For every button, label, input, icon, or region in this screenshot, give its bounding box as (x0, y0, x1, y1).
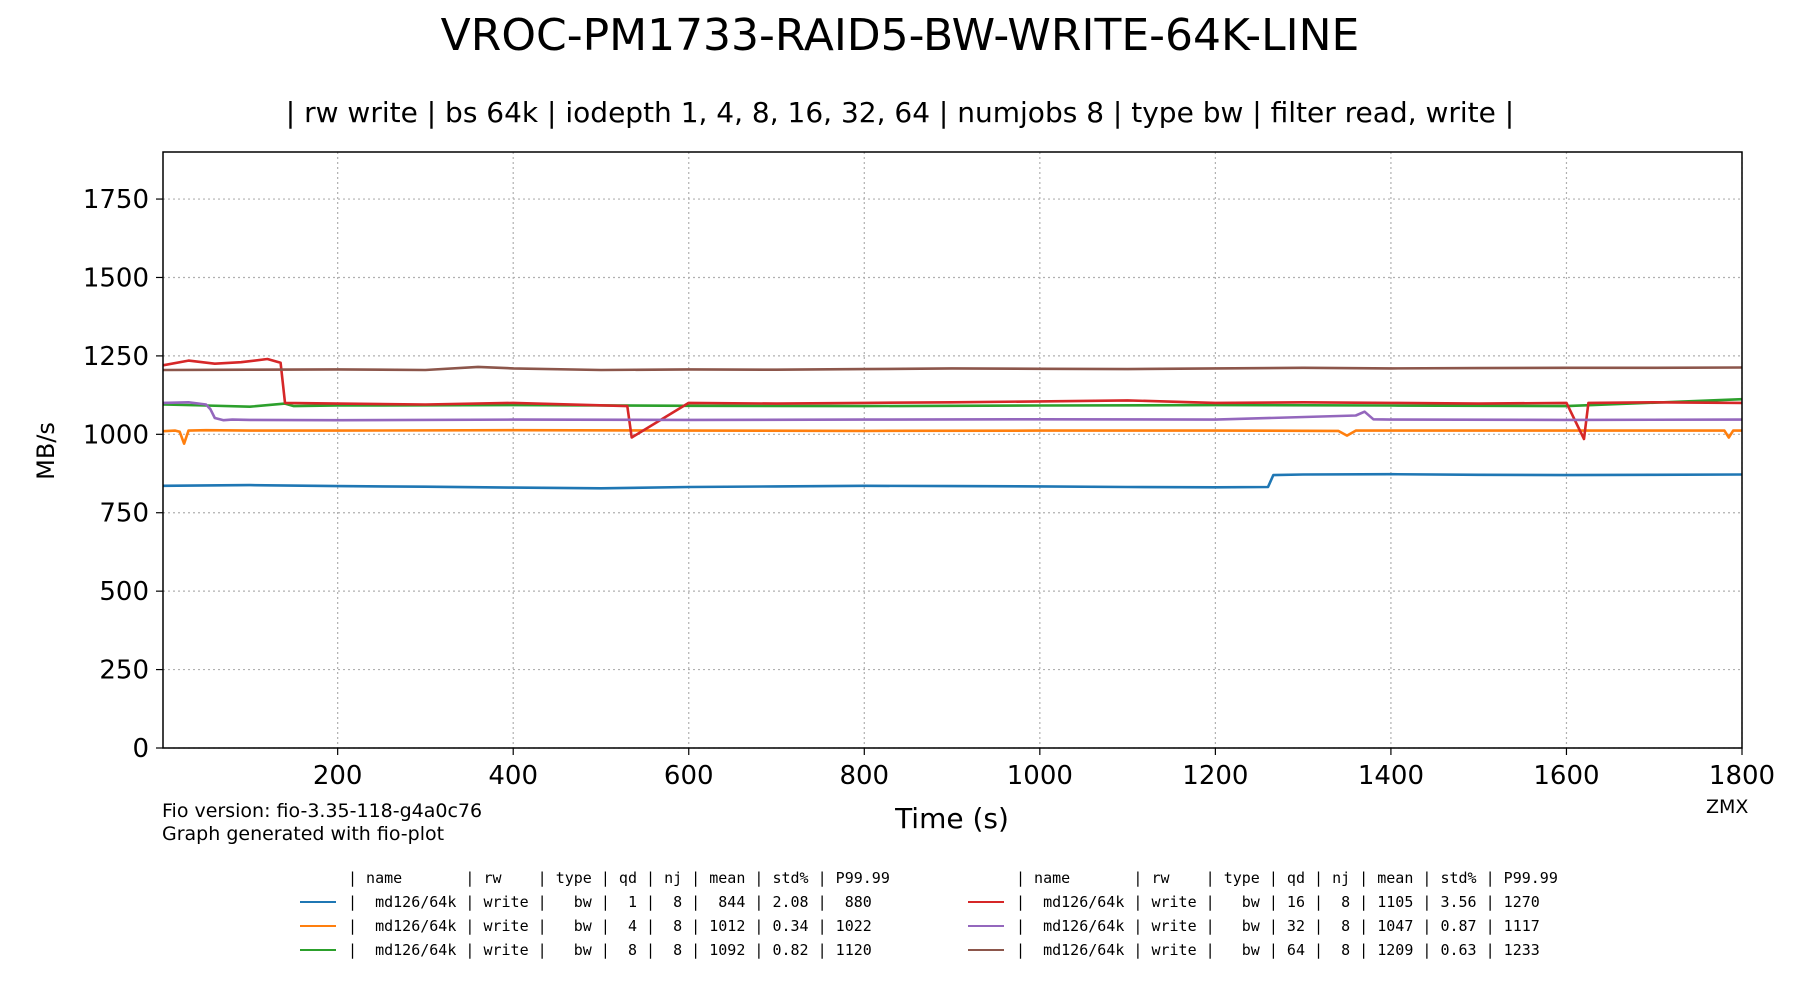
x-tick-label: 1000 (1007, 761, 1073, 791)
legend-entry: | md126/64k | write | bw | 16 | 8 | 1105… (968, 890, 1588, 914)
x-tick-label: 600 (664, 761, 714, 791)
x-axis-label: Time (s) (894, 802, 1009, 835)
legend-swatch (968, 949, 1004, 951)
legend-swatch (300, 925, 336, 927)
legend-entry-text: | md126/64k | write | bw | 32 | 8 | 1047… (1016, 917, 1540, 935)
series-line-1 (162, 472, 1743, 490)
generated-note: Graph generated with fio-plot (162, 823, 445, 845)
legend-entry: | md126/64k | write | bw | 32 | 8 | 1047… (968, 914, 1588, 938)
y-tick-label: 1500 (83, 263, 149, 293)
x-tick-label: 1200 (1182, 761, 1248, 791)
y-tick-label: 750 (99, 499, 149, 529)
y-tick-label: 1750 (83, 185, 149, 215)
ticks: 200 400 600 800 1000 1200 1400 1600 1800 0 250 500 7… (83, 185, 1775, 791)
chart-subtitle: | rw write | bs 64k | iodepth 1, 4, 8, 1… (285, 96, 1515, 129)
legend-entry-text: | md126/64k | write | bw | 64 | 8 | 1209… (1016, 941, 1540, 959)
credit: ZMX (1706, 796, 1749, 818)
y-axis-label: MB/s (32, 422, 60, 480)
plot-frame (162, 151, 1743, 749)
x-tick-label: 1400 (1358, 761, 1424, 791)
legend-entry-text: | md126/64k | write | bw | 4 | 8 | 1012 … (348, 917, 872, 935)
fio-version: Fio version: fio-3.35-118-g4a0c76 (162, 800, 483, 822)
chart-title: VROC-PM1733-RAID5-BW-WRITE-64K-LINE (440, 10, 1360, 61)
y-tick-label: 250 (99, 656, 149, 686)
series-layer (162, 357, 1743, 490)
y-tick-label: 1000 (83, 420, 149, 450)
x-tick-label: 400 (488, 761, 538, 791)
legend-swatch (300, 901, 336, 903)
legend-entry: | md126/64k | write | bw | 1 | 8 | 844 |… (300, 890, 920, 914)
y-tick-label: 500 (99, 577, 149, 607)
x-tick-label: 1600 (1533, 761, 1599, 791)
legend-entry-text: | md126/64k | write | bw | 8 | 8 | 1092 … (348, 941, 872, 959)
x-tick-label: 800 (839, 761, 889, 791)
series-line-2 (162, 428, 1742, 446)
y-tick-label: 1250 (83, 342, 149, 372)
legend-header: | name | rw | type | qd | nj | mean | st… (348, 869, 890, 887)
legend-entry: | md126/64k | write | bw | 8 | 8 | 1092 … (300, 938, 920, 962)
series-line-6 (162, 365, 1743, 372)
legend-header: | name | rw | type | qd | nj | mean | st… (1016, 869, 1558, 887)
x-tick-label: 200 (313, 761, 363, 791)
series-line-4 (162, 357, 1743, 441)
legend-entry: | md126/64k | write | bw | 64 | 8 | 1209… (968, 938, 1588, 962)
legend-swatch (968, 901, 1004, 903)
legend-swatch (968, 925, 1004, 927)
x-tick-label: 1800 (1709, 761, 1775, 791)
y-tick-label: 0 (132, 734, 149, 764)
grid (163, 152, 1743, 749)
legend-entry: | md126/64k | write | bw | 4 | 8 | 1012 … (300, 914, 920, 938)
legend-swatch (300, 949, 336, 951)
series-line-5 (162, 400, 1743, 422)
legend-entry-text: | md126/64k | write | bw | 1 | 8 | 844 |… (348, 893, 872, 911)
legend-entry-text: | md126/64k | write | bw | 16 | 8 | 1105… (1016, 893, 1540, 911)
